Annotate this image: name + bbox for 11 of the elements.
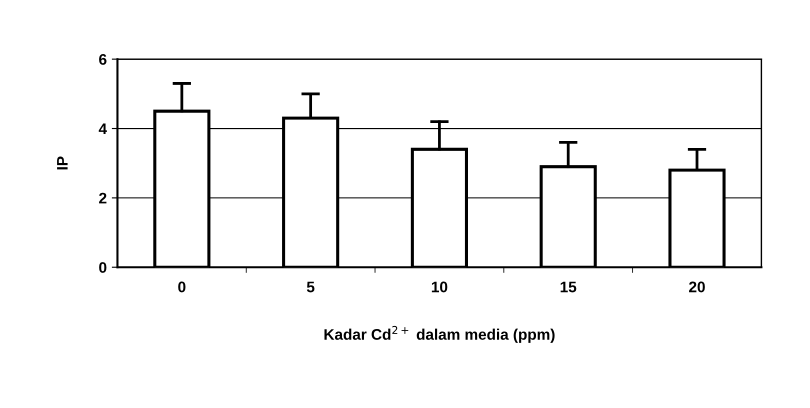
y-tick-label: 0 [99,262,106,273]
y-tick-label: 6 [99,54,106,65]
y-tick-label: 4 [98,124,107,134]
x-tick-label: 5 [306,282,314,292]
x-tick-label: 20 [689,282,705,292]
y-axis-title: IP [57,156,68,170]
x-axis-title: Kadar Cd$^{2+}$ dalam media (ppm) [324,326,555,343]
x-tick-label: 0 [178,282,186,292]
x-tick-label: 10 [432,282,448,292]
y-tick-label: 2 [99,192,106,204]
x-tick-label: 15 [560,282,576,292]
